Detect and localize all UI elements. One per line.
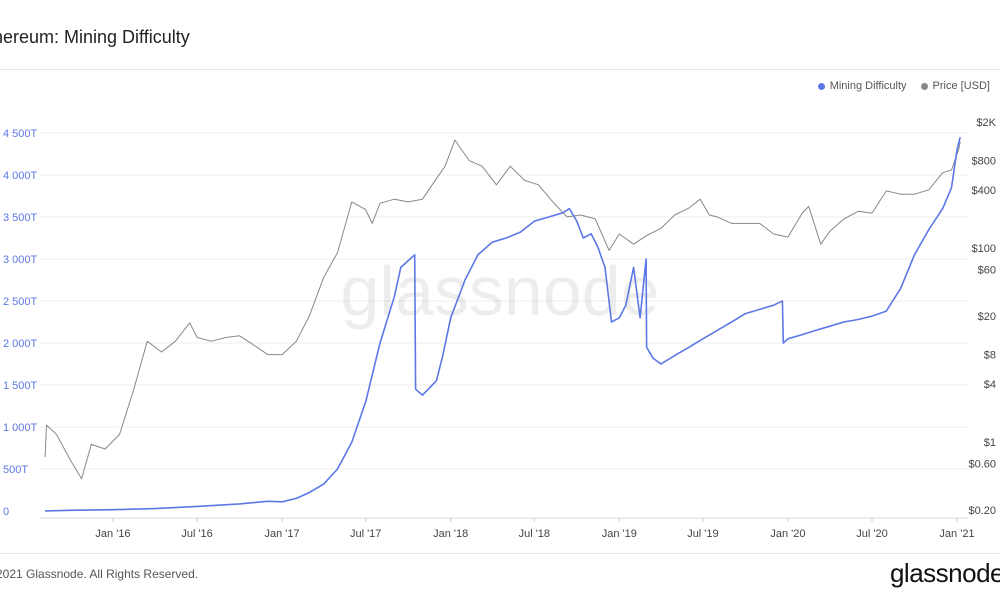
- legend-label-price: Price [USD]: [932, 80, 990, 92]
- difficulty-dot-icon: [817, 82, 825, 90]
- y-left-tick-label: 1 000T: [3, 422, 38, 434]
- price-dot-icon: [920, 82, 928, 90]
- y-left-tick-label: 2 000T: [3, 338, 38, 350]
- y-left-tick-label: 0: [3, 506, 9, 518]
- y-right-tick-label: $2K: [976, 117, 996, 129]
- y-left-tick-label: 4 500T: [3, 128, 38, 140]
- copyright-text: 2021 Glassnode. All Rights Reserved.: [0, 567, 199, 581]
- x-tick-label: Jul '17: [350, 528, 381, 540]
- y-right-tick-label: $20: [978, 311, 996, 323]
- y-right-tick-label: $800: [972, 156, 996, 168]
- x-tick-label: Jan '19: [602, 528, 637, 540]
- x-tick-label: Jul '18: [519, 528, 550, 540]
- y-left-tick-label: 2 500T: [3, 296, 38, 308]
- price-series-layer: [44, 139, 961, 480]
- x-tick-label: Jul '16: [181, 528, 212, 540]
- legend-item-difficulty[interactable]: Mining Difficulty: [817, 80, 907, 92]
- chart-title: thereum: Mining Difficulty: [0, 27, 190, 47]
- price-line: [44, 139, 961, 480]
- y-left-tick-label: 3 500T: [3, 212, 38, 224]
- y-right-tick-label: $8: [984, 350, 996, 362]
- legend-label-difficulty: Mining Difficulty: [829, 80, 907, 92]
- x-tick-label: Jan '17: [265, 528, 300, 540]
- y-right-tick-label: $60: [978, 265, 996, 277]
- y-left-tick-label: 3 000T: [3, 254, 38, 266]
- x-tick-label: Jan '18: [433, 528, 468, 540]
- x-tick-label: Jan '20: [770, 528, 805, 540]
- watermark: glassnode: [340, 252, 659, 330]
- x-tick-label: Jan '16: [95, 528, 130, 540]
- difficulty-series-layer: [45, 137, 961, 512]
- footer-divider: [0, 553, 1000, 554]
- y-left-tick-label: 500T: [3, 464, 28, 476]
- y-left-tick-label: 1 500T: [3, 380, 38, 392]
- difficulty-line: [45, 137, 961, 512]
- header-divider: [0, 69, 1000, 70]
- x-tick-label: Jan '21: [939, 528, 974, 540]
- y-right-tick-label: $1: [984, 437, 996, 449]
- y-right-tick-label: $0.20: [968, 505, 996, 517]
- glassnode-logo: glassnode: [889, 558, 1000, 588]
- y-right-tick-label: $0.60: [968, 459, 996, 471]
- legend-item-price[interactable]: Price [USD]: [920, 80, 990, 92]
- x-tick-label: Jul '19: [687, 528, 718, 540]
- y-right-tick-label: $400: [972, 185, 996, 197]
- y-left-tick-label: 4 000T: [3, 170, 38, 182]
- y-right-tick-label: $4: [984, 379, 996, 391]
- legend: Mining Difficulty Price [USD]: [817, 80, 990, 92]
- x-tick-label: Jul '20: [856, 528, 887, 540]
- axis-layer: 0 500T 1 000T 1 500T 2 000T 2 500T 3 000T 3 500…: [3, 117, 997, 540]
- y-right-tick-label: $100: [972, 243, 996, 255]
